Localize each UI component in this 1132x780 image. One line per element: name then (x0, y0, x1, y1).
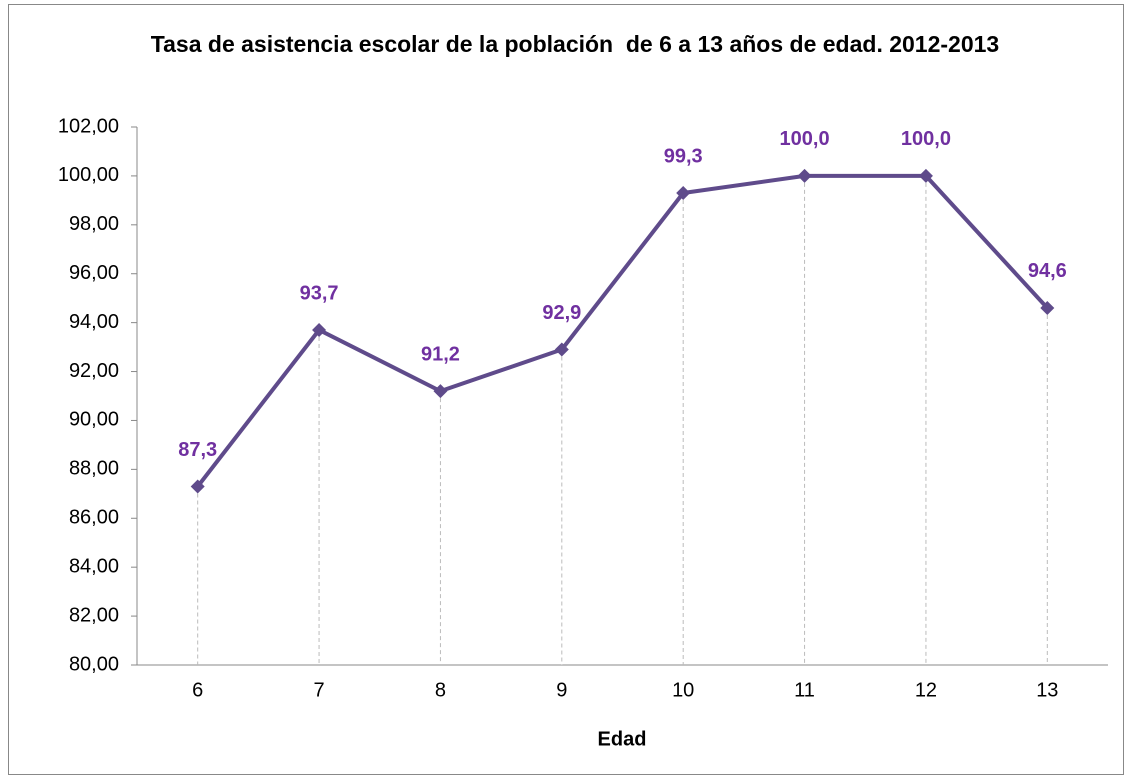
x-tick-label: 6 (192, 679, 203, 701)
data-label: 92,9 (542, 302, 581, 324)
data-label: 93,7 (300, 282, 339, 304)
x-axis-title: Edad (598, 728, 647, 750)
data-point (312, 322, 327, 337)
x-tick-label: 9 (556, 679, 567, 701)
data-point (918, 168, 933, 183)
series-line (196, 173, 1049, 488)
data-point (797, 168, 812, 183)
x-tick-label: 12 (915, 679, 937, 701)
data-label: 94,6 (1028, 260, 1067, 282)
data-point (433, 384, 448, 399)
x-tick-label: 11 (794, 679, 815, 701)
x-tick-label: 13 (1036, 679, 1058, 701)
chart-border (8, 4, 1124, 775)
y-tick-label: 84,00 (69, 555, 119, 577)
y-tick-label: 92,00 (69, 360, 119, 382)
data-point (676, 186, 691, 201)
y-tick-label: 102,00 (58, 115, 119, 137)
data-point (1040, 300, 1055, 315)
data-label: 91,2 (421, 343, 460, 365)
chart-title: Tasa de asistencia escolar de la poblaci… (150, 31, 1000, 57)
data-label: 87,3 (178, 439, 217, 461)
data-point (190, 479, 205, 494)
y-tick-label: 82,00 (69, 604, 119, 626)
x-tick-label: 7 (314, 679, 325, 701)
x-tick-label: 10 (672, 679, 694, 701)
y-tick-label: 88,00 (69, 458, 119, 480)
y-tick-label: 80,00 (69, 653, 119, 675)
x-tick-label: 8 (435, 679, 446, 701)
data-label: 100,0 (780, 128, 830, 150)
y-tick-label: 94,00 (69, 311, 119, 333)
y-tick-label: 100,00 (58, 164, 119, 186)
y-tick-label: 98,00 (69, 213, 119, 235)
data-label: 100,0 (901, 128, 951, 150)
data-point (554, 342, 569, 357)
y-tick-label: 90,00 (69, 409, 119, 431)
data-label: 99,3 (664, 145, 703, 167)
y-tick-label: 96,00 (69, 262, 119, 284)
y-tick-label: 86,00 (69, 507, 119, 529)
